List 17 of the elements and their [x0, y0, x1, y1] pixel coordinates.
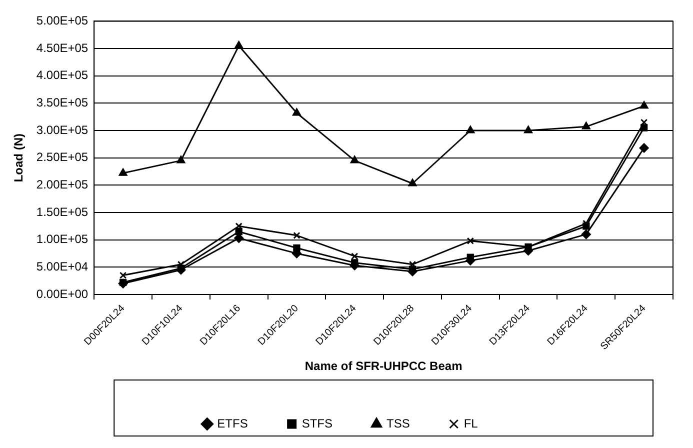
y-tick-label: 1.50E+05 [36, 204, 88, 219]
y-tick-label: 3.50E+05 [36, 95, 88, 110]
y-tick-label: 4.50E+05 [36, 40, 88, 55]
y-tick-label: 3.00E+05 [36, 122, 88, 137]
y-tick-label: 1.00E+05 [36, 232, 88, 246]
y-tick-label: 0.00E+00 [36, 286, 88, 301]
legend-label: STFS [302, 416, 332, 430]
y-tick-label: 5.00E+04 [36, 259, 88, 274]
y-tick-label: 5.00E+05 [36, 14, 88, 28]
y-tick-label: 2.00E+05 [36, 177, 88, 192]
x-axis-title: Name of SFR-UHPCC Beam [304, 359, 462, 374]
legend-label: ETFS [217, 416, 248, 430]
y-tick-label: 4.00E+05 [36, 68, 88, 82]
y-tick-label: 2.50E+05 [36, 150, 88, 164]
legend-label: FL [464, 416, 478, 430]
y-axis-title: Load (N) [12, 133, 26, 182]
legend-label: TSS [386, 416, 410, 430]
